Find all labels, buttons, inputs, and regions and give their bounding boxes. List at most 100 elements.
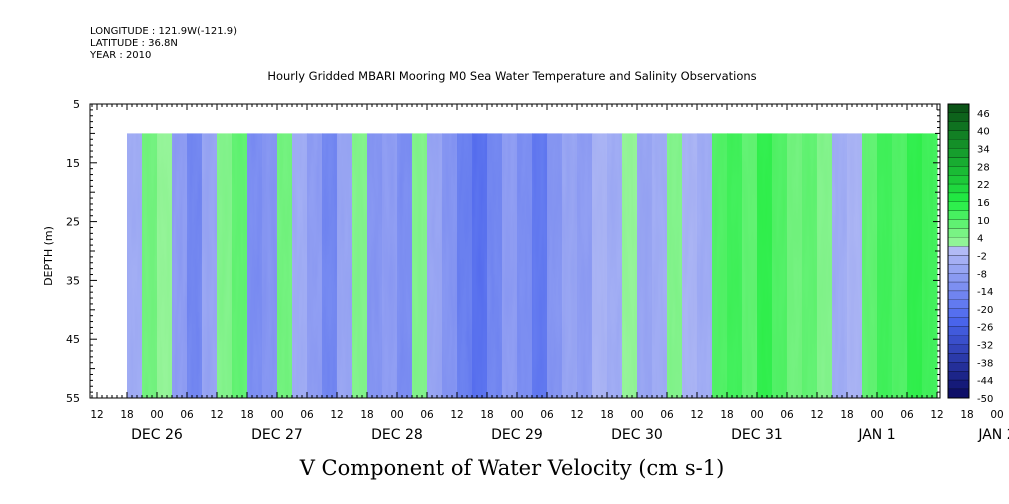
colorbar-swatch <box>948 246 969 256</box>
latitude-label: LATITUDE : 36.8N <box>90 38 178 49</box>
x-hour-label: 06 <box>420 409 434 421</box>
x-hour-label: 12 <box>810 409 823 421</box>
x-hour-label: 06 <box>660 409 674 421</box>
x-hour-label: 18 <box>600 409 613 421</box>
colorbar-swatch <box>948 308 969 319</box>
x-hour-label: 12 <box>90 409 103 421</box>
x-hour-label: 12 <box>690 409 703 421</box>
colorbar-swatch <box>948 326 969 336</box>
x-hour-label: 06 <box>780 409 794 421</box>
colorbar-label: 28 <box>977 162 990 173</box>
x-day-label: DEC 29 <box>491 427 543 443</box>
colorbar-label: -14 <box>977 287 993 298</box>
colorbar-swatch <box>948 317 969 327</box>
x-hour-label: 00 <box>150 409 163 421</box>
colorbar-swatch <box>948 210 969 221</box>
x-hour-label: 00 <box>870 409 883 421</box>
colorbar-label: -32 <box>977 341 993 352</box>
colorbar-label: 40 <box>977 127 990 138</box>
colorbar-swatch <box>948 389 969 399</box>
colorbar-label: -2 <box>977 251 987 262</box>
x-hour-label: 06 <box>540 409 554 421</box>
colorbar-swatch <box>948 371 969 381</box>
x-hour-label: 00 <box>390 409 403 421</box>
colorbar-swatch <box>948 121 969 131</box>
x-day-label: JAN 2 <box>977 427 1009 443</box>
x-hour-label: 00 <box>270 409 283 421</box>
colorbar-swatch <box>948 202 969 212</box>
colorbar-swatch <box>948 175 969 185</box>
colorbar-swatch <box>948 344 969 354</box>
colorbar-swatch <box>948 157 969 167</box>
colorbar-swatch <box>948 112 969 123</box>
y-axis-label: DEPTH (m) <box>42 226 55 286</box>
x-hour-label: 00 <box>990 409 1003 421</box>
colorbar-swatch <box>948 184 969 194</box>
x-day-label: DEC 30 <box>611 427 663 443</box>
x-hour-label: 18 <box>960 409 973 421</box>
longitude-label: LONGITUDE : 121.9W(-121.9) <box>90 26 237 37</box>
x-hour-label: 12 <box>210 409 223 421</box>
colorbar-swatch <box>948 148 969 158</box>
colorbar-swatch <box>948 362 969 372</box>
colorbar-swatch <box>948 264 969 274</box>
colorbar-label: 10 <box>977 216 990 227</box>
colorbar-swatch <box>948 193 969 203</box>
colorbar-frame <box>947 103 970 399</box>
colorbar-label: -38 <box>977 358 993 369</box>
chart-title: Hourly Gridded MBARI Mooring M0 Sea Wate… <box>267 69 756 83</box>
colorbar-label: -44 <box>977 376 993 387</box>
x-day-label: DEC 27 <box>251 427 303 443</box>
colorbar-swatch <box>948 291 969 301</box>
x-hour-label: 18 <box>120 409 133 421</box>
colorbar-label: 46 <box>977 109 990 120</box>
colorbar-label: -50 <box>977 394 993 405</box>
y-axis: 5 15 25 35 45 55 <box>66 98 940 405</box>
x-axis: 12 18 00 06 12 18 00 06 12 18 00 06 12 18 00 06 12 18 00 06… <box>90 104 1009 443</box>
x-hour-label: 12 <box>330 409 343 421</box>
colorbar-swatch <box>948 139 969 149</box>
colorbar-label: -8 <box>977 269 987 280</box>
colorbar-swatch <box>948 380 969 390</box>
colorbar-swatch <box>948 353 969 363</box>
colorbar-swatch <box>948 300 969 310</box>
colorbar-swatch <box>948 130 969 140</box>
y-tick-label: 25 <box>66 216 80 229</box>
colorbar-swatch <box>948 219 969 229</box>
x-hour-label: 00 <box>510 409 523 421</box>
x-day-label: JAN 1 <box>857 427 895 443</box>
x-day-label: DEC 28 <box>371 427 423 443</box>
colorbar-label: 22 <box>977 180 990 191</box>
colorbar-swatch <box>948 104 969 114</box>
y-tick-label: 45 <box>66 333 80 346</box>
x-hour-label: 00 <box>630 409 643 421</box>
x-day-label: DEC 31 <box>731 427 783 443</box>
year-label: YEAR : 2010 <box>90 50 152 61</box>
colorbar: 46 40 34 28 22 16 10 4 -2 -8 -14 -20 -26 -32 -38 -44 -50 <box>947 103 993 405</box>
x-hour-label: 00 <box>750 409 763 421</box>
colorbar-swatch <box>948 335 969 345</box>
x-hour-label: 06 <box>300 409 314 421</box>
x-hour-label: 18 <box>720 409 733 421</box>
x-hour-label: 18 <box>840 409 853 421</box>
colorbar-swatch <box>948 273 969 283</box>
x-hour-label: 18 <box>360 409 373 421</box>
colorbar-swatch <box>948 237 969 247</box>
colorbar-label: 4 <box>977 234 983 245</box>
x-hour-label: 06 <box>180 409 194 421</box>
x-axis-label: V Component of Water Velocity (cm s-1) <box>299 456 725 480</box>
x-hour-label: 06 <box>900 409 914 421</box>
colorbar-swatch <box>948 166 969 176</box>
y-tick-label: 5 <box>73 98 80 111</box>
x-hour-label: 12 <box>570 409 583 421</box>
heatmap-texture <box>127 133 933 398</box>
colorbar-swatch <box>948 255 969 265</box>
colorbar-label: 34 <box>977 145 990 156</box>
x-hour-label: 18 <box>480 409 493 421</box>
colorbar-label: 16 <box>977 198 990 209</box>
y-tick-label: 35 <box>66 274 80 287</box>
colorbar-label: -26 <box>977 323 993 334</box>
y-tick-label: 15 <box>66 157 80 170</box>
x-day-label: DEC 26 <box>131 427 183 443</box>
